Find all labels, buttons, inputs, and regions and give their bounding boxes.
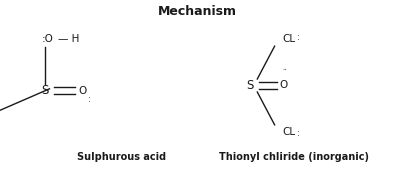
Text: Sulphurous acid: Sulphurous acid xyxy=(77,153,166,162)
Text: :: : xyxy=(89,95,91,104)
Text: :O: :O xyxy=(42,34,54,44)
Text: S: S xyxy=(42,84,49,97)
Text: :: : xyxy=(297,129,299,138)
Text: H: H xyxy=(0,140,1,150)
Text: O: O xyxy=(79,86,87,96)
Text: — H: — H xyxy=(58,34,79,44)
Text: :: : xyxy=(297,33,299,42)
Text: Thionyl chliride (inorganic): Thionyl chliride (inorganic) xyxy=(219,153,369,162)
Text: O: O xyxy=(280,81,288,90)
Text: ··: ·· xyxy=(282,67,287,73)
Text: CL: CL xyxy=(282,34,296,44)
Text: Mechanism: Mechanism xyxy=(158,5,236,18)
Text: S: S xyxy=(247,79,254,92)
Text: CL: CL xyxy=(282,127,296,137)
